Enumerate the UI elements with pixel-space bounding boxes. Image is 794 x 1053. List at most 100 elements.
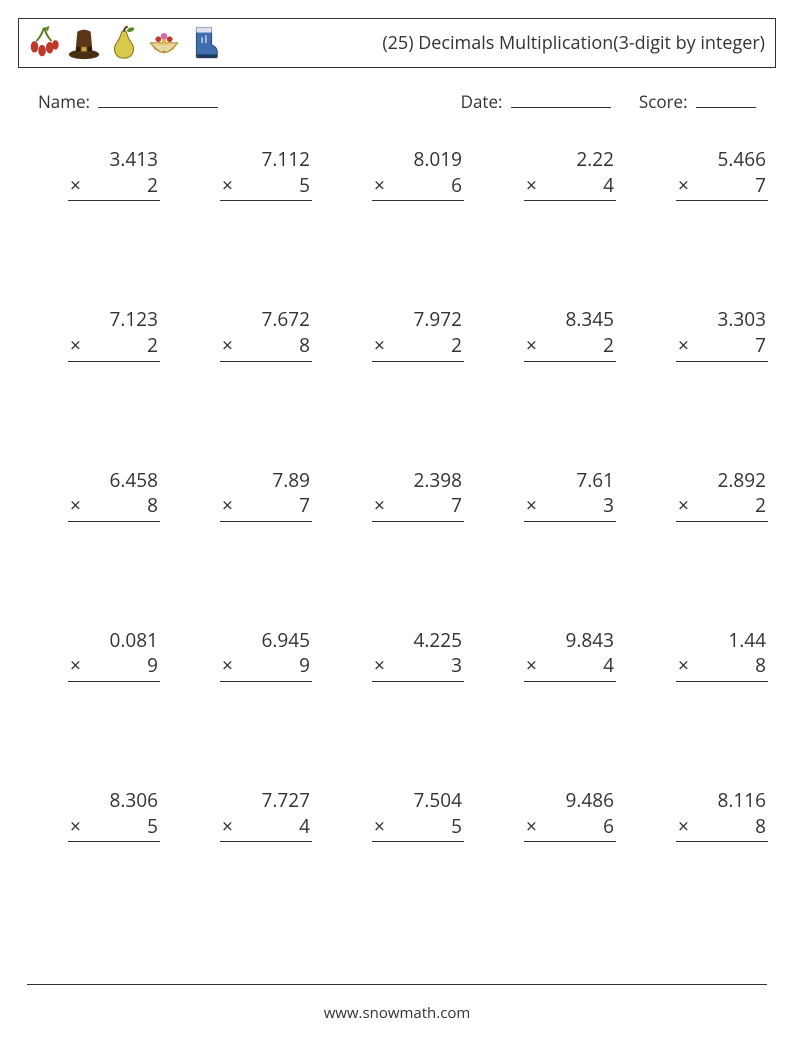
multiplicand: 0.081 xyxy=(68,628,160,654)
operator: × xyxy=(678,493,693,519)
problem-stack: 6.945×9 xyxy=(220,628,312,682)
problem-stack: 8.019×6 xyxy=(372,147,464,201)
multiplier: 2 xyxy=(755,493,766,519)
problem: 7.61×3 xyxy=(482,468,616,522)
operator: × xyxy=(374,653,389,679)
multiplier-row: ×7 xyxy=(676,173,768,202)
problem: 2.892×2 xyxy=(634,468,768,522)
flower-bowl-icon xyxy=(145,23,183,63)
problem: 9.486×6 xyxy=(482,788,616,842)
problem-stack: 5.466×7 xyxy=(676,147,768,201)
multiplicand: 5.466 xyxy=(676,147,768,173)
operator: × xyxy=(222,814,237,840)
problem: 2.398×7 xyxy=(330,468,464,522)
problem-stack: 7.61×3 xyxy=(524,468,616,522)
problem: 5.466×7 xyxy=(634,147,768,201)
multiplier-row: ×7 xyxy=(220,493,312,522)
multiplier-row: ×8 xyxy=(676,653,768,682)
footer-text: www.snowmath.com xyxy=(324,1003,471,1023)
multiplicand: 4.225 xyxy=(372,628,464,654)
operator: × xyxy=(526,173,541,199)
multiplier: 8 xyxy=(147,493,158,519)
multiplier-row: ×2 xyxy=(372,333,464,362)
operator: × xyxy=(70,173,85,199)
operator: × xyxy=(678,814,693,840)
problem: 7.672×8 xyxy=(178,307,312,361)
problem-stack: 7.727×4 xyxy=(220,788,312,842)
problems-grid: 3.413×27.112×58.019×62.22×45.466×77.123×… xyxy=(18,147,776,842)
multiplier: 8 xyxy=(755,814,766,840)
footer-line xyxy=(27,984,767,985)
multiplier-row: ×9 xyxy=(68,653,160,682)
header-box: (25) Decimals Multiplication(3-digit by … xyxy=(18,18,776,68)
name-blank[interactable] xyxy=(98,90,218,108)
problem-stack: 7.123×2 xyxy=(68,307,160,361)
problem-stack: 7.972×2 xyxy=(372,307,464,361)
multiplier: 2 xyxy=(147,173,158,199)
multiplier: 7 xyxy=(755,173,766,199)
score-blank[interactable] xyxy=(696,90,756,108)
problem-stack: 0.081×9 xyxy=(68,628,160,682)
date-label: Date: xyxy=(461,90,503,113)
operator: × xyxy=(374,173,389,199)
multiplier-row: ×6 xyxy=(372,173,464,202)
date-field[interactable]: Date: xyxy=(461,90,611,113)
multiplier: 6 xyxy=(451,173,462,199)
rain-boot-icon xyxy=(185,23,223,63)
problem: 7.504×5 xyxy=(330,788,464,842)
multiplier: 6 xyxy=(603,814,614,840)
multiplier: 8 xyxy=(755,653,766,679)
multiplier-row: ×5 xyxy=(68,814,160,843)
multiplicand: 7.972 xyxy=(372,307,464,333)
multiplicand: 1.44 xyxy=(676,628,768,654)
problem-stack: 2.22×4 xyxy=(524,147,616,201)
problem: 7.727×4 xyxy=(178,788,312,842)
date-blank[interactable] xyxy=(511,90,611,108)
operator: × xyxy=(222,653,237,679)
problem-stack: 3.303×7 xyxy=(676,307,768,361)
operator: × xyxy=(678,653,693,679)
multiplier-row: ×3 xyxy=(372,653,464,682)
multiplier: 7 xyxy=(755,333,766,359)
multiplier-row: ×8 xyxy=(676,814,768,843)
multiplicand: 8.116 xyxy=(676,788,768,814)
multiplier-row: ×4 xyxy=(524,173,616,202)
multiplier: 9 xyxy=(147,653,158,679)
score-field[interactable]: Score: xyxy=(639,90,756,113)
name-label: Name: xyxy=(38,90,90,113)
worksheet-title: (25) Decimals Multiplication(3-digit by … xyxy=(382,31,765,55)
problem: 9.843×4 xyxy=(482,628,616,682)
problem-stack: 9.486×6 xyxy=(524,788,616,842)
multiplicand: 6.945 xyxy=(220,628,312,654)
operator: × xyxy=(526,814,541,840)
multiplicand: 8.306 xyxy=(68,788,160,814)
name-field[interactable]: Name: xyxy=(38,90,218,113)
problem: 3.413×2 xyxy=(26,147,160,201)
multiplier-row: ×9 xyxy=(220,653,312,682)
multiplicand: 3.303 xyxy=(676,307,768,333)
multiplicand: 9.843 xyxy=(524,628,616,654)
problem-stack: 7.672×8 xyxy=(220,307,312,361)
problem: 8.019×6 xyxy=(330,147,464,201)
multiplicand: 2.398 xyxy=(372,468,464,494)
problem-stack: 1.44×8 xyxy=(676,628,768,682)
problem: 0.081×9 xyxy=(26,628,160,682)
multiplicand: 7.504 xyxy=(372,788,464,814)
multiplicand: 8.019 xyxy=(372,147,464,173)
multiplier: 2 xyxy=(451,333,462,359)
problem-stack: 2.398×7 xyxy=(372,468,464,522)
multiplier-row: ×3 xyxy=(524,493,616,522)
multiplicand: 7.123 xyxy=(68,307,160,333)
operator: × xyxy=(374,814,389,840)
operator: × xyxy=(70,653,85,679)
multiplier: 5 xyxy=(147,814,158,840)
multiplier-row: ×4 xyxy=(524,653,616,682)
multiplicand: 6.458 xyxy=(68,468,160,494)
problem: 7.972×2 xyxy=(330,307,464,361)
problem: 8.306×5 xyxy=(26,788,160,842)
multiplier-row: ×5 xyxy=(220,173,312,202)
multiplier: 4 xyxy=(603,653,614,679)
problem-stack: 2.892×2 xyxy=(676,468,768,522)
problem: 7.89×7 xyxy=(178,468,312,522)
multiplicand: 8.345 xyxy=(524,307,616,333)
